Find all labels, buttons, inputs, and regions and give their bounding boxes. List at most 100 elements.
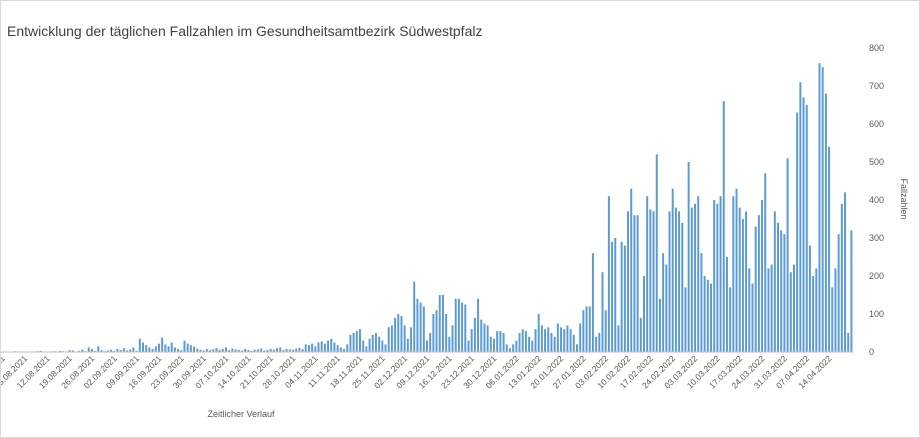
bar: [591, 253, 594, 352]
y-tick-label: 0: [869, 347, 874, 357]
x-axis-title: Zeitlicher Verlauf: [207, 409, 275, 419]
bar: [374, 333, 377, 352]
bar: [285, 348, 288, 352]
bar: [639, 317, 642, 352]
bar: [512, 344, 515, 352]
bar: [486, 325, 489, 352]
bar: [164, 344, 167, 352]
bar: [97, 346, 100, 352]
bar: [601, 272, 604, 352]
bar: [665, 264, 668, 352]
bar: [263, 350, 266, 352]
bar: [177, 348, 180, 352]
bar: [355, 331, 358, 352]
bar: [151, 348, 154, 352]
bar: [569, 329, 572, 352]
bar: [371, 334, 374, 352]
y-tick-label: 700: [869, 81, 884, 91]
bar: [643, 276, 645, 352]
bar: [496, 331, 499, 352]
bar: [518, 333, 521, 352]
bar: [173, 347, 176, 352]
bar: [221, 348, 224, 352]
bar: [451, 325, 454, 352]
bar: [713, 200, 716, 352]
bar: [454, 298, 457, 352]
bar: [119, 350, 122, 352]
bar: [563, 329, 566, 352]
y-tick-label: 100: [869, 309, 884, 319]
bar: [384, 344, 387, 352]
bar: [671, 188, 674, 352]
bar: [148, 347, 151, 352]
bar: [400, 315, 403, 352]
y-tick-label: 500: [869, 157, 884, 167]
bar: [218, 349, 221, 352]
bar: [387, 327, 390, 352]
bar: [537, 314, 540, 352]
bar: [390, 325, 393, 352]
bar: [777, 222, 779, 352]
bar: [441, 295, 444, 352]
bar: [630, 188, 633, 352]
bar: [189, 345, 192, 352]
bar: [729, 287, 732, 352]
bar: [489, 336, 492, 352]
bar: [844, 192, 847, 352]
bar: [745, 211, 748, 352]
bar: [170, 342, 173, 352]
bar: [502, 333, 505, 352]
bar: [327, 340, 330, 352]
bar: [761, 200, 764, 352]
bar: [256, 349, 259, 352]
bar: [821, 67, 824, 352]
bar: [359, 329, 361, 352]
bar: [397, 314, 400, 352]
bar: [566, 325, 569, 352]
bar: [362, 340, 365, 352]
bar: [161, 337, 164, 352]
bar: [508, 348, 511, 352]
bar: [330, 338, 333, 352]
bar: [212, 349, 215, 352]
bar: [847, 333, 850, 352]
bar: [438, 295, 441, 352]
bar: [68, 350, 71, 352]
bar: [467, 340, 470, 352]
bar: [145, 345, 148, 352]
bar: [432, 314, 435, 352]
bar: [410, 327, 413, 352]
bar: [282, 350, 285, 352]
bar: [547, 327, 550, 352]
bar: [735, 188, 738, 352]
bar: [470, 329, 473, 352]
bar: [706, 279, 709, 352]
bar: [193, 346, 196, 352]
bar: [614, 238, 617, 352]
bar: [352, 333, 355, 352]
bar: [620, 241, 623, 352]
bar: [521, 329, 524, 352]
bar: [224, 347, 227, 352]
bar: [633, 215, 636, 352]
bar: [815, 268, 818, 352]
bar: [646, 196, 649, 352]
bar: [658, 298, 661, 352]
bar: [457, 298, 460, 352]
bar: [406, 338, 409, 352]
bar: [623, 245, 626, 352]
bar: [135, 350, 138, 352]
bar: [100, 350, 103, 352]
bar: [789, 272, 792, 352]
bar: [808, 245, 811, 352]
bar: [435, 310, 438, 352]
bar: [531, 340, 534, 352]
bar: [419, 302, 422, 352]
bar: [183, 340, 186, 352]
bar: [126, 350, 129, 352]
bar: [585, 306, 588, 352]
bar: [78, 350, 81, 352]
y-tick-label: 300: [869, 233, 884, 243]
bar: [556, 323, 559, 352]
bar: [477, 298, 480, 352]
